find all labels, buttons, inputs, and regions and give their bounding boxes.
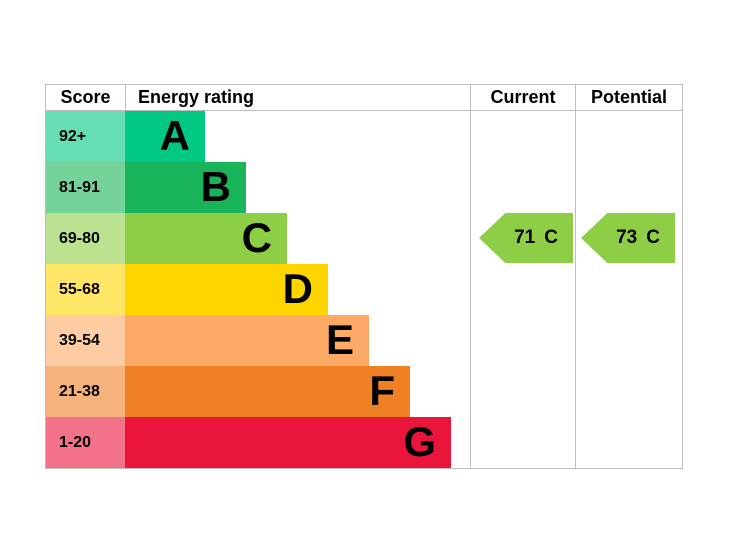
potential-column: 73 C <box>575 111 682 468</box>
band-letter: B <box>200 162 231 210</box>
score-range-cell: 55-68 <box>46 264 125 315</box>
energy-rating-bar-cell: D <box>125 264 470 315</box>
energy-rating-bar: E <box>125 315 369 366</box>
energy-rating-bar-cell: G <box>125 417 470 468</box>
current-rating-band-letter: C <box>544 227 558 248</box>
current-column-header: Current <box>470 85 575 111</box>
energy-rating-bar-cell: B <box>125 162 470 213</box>
score-range-cell: 92+ <box>46 111 125 162</box>
energy-rating-bar-cell: A <box>125 111 470 162</box>
potential-rating-value: 73 <box>616 227 638 248</box>
band-letter: G <box>403 417 436 465</box>
current-column: 71 C <box>470 111 575 468</box>
energy-rating-bar: F <box>125 366 410 417</box>
score-range-cell: 1-20 <box>46 417 125 468</box>
score-range-cell: 21-38 <box>46 366 125 417</box>
band-letter: C <box>241 213 272 261</box>
energy-rating-bar: B <box>125 162 246 213</box>
potential-rating-band-letter: C <box>646 227 660 248</box>
band-letter: E <box>325 315 354 363</box>
score-range-cell: 81-91 <box>46 162 125 213</box>
band-letter: F <box>369 366 395 414</box>
energy-rating-column-header: Energy rating <box>125 85 470 111</box>
band-letter: A <box>159 111 190 159</box>
energy-rating-bar: D <box>125 264 328 315</box>
potential-rating-arrow: 73 C <box>581 213 675 263</box>
epc-rating-table: Score Energy rating Current Potential 71… <box>45 84 683 469</box>
energy-rating-bar-cell: E <box>125 315 470 366</box>
band-letter: D <box>282 264 313 312</box>
energy-rating-bar: G <box>125 417 451 468</box>
current-rating-value: 71 <box>514 227 536 248</box>
potential-column-header: Potential <box>575 85 682 111</box>
energy-rating-bar: C <box>125 213 287 264</box>
current-rating-arrow: 71 C <box>479 213 573 263</box>
score-range-cell: 69-80 <box>46 213 125 264</box>
score-column-header: Score <box>46 85 125 111</box>
energy-rating-bar-cell: C <box>125 213 470 264</box>
energy-rating-bar: A <box>125 111 205 162</box>
energy-rating-bar-cell: F <box>125 366 470 417</box>
score-range-cell: 39-54 <box>46 315 125 366</box>
